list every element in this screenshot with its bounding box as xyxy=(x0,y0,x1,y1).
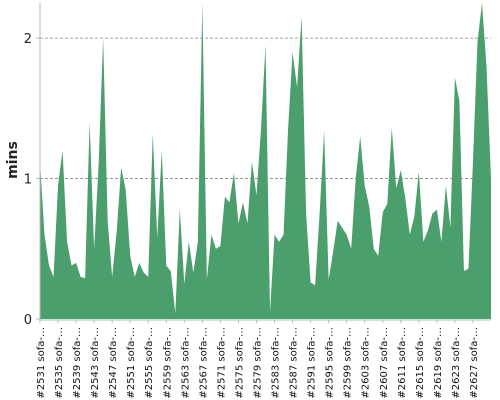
y-tick-label-1: 1 xyxy=(24,173,32,188)
axes xyxy=(36,3,491,323)
x-tick-label-10: #2571 sofa-… xyxy=(216,327,227,399)
x-tick-label-16: #2595 sofa-… xyxy=(325,327,336,399)
x-tick-label-15: #2591 sofa-… xyxy=(307,327,318,399)
x-tick-label-19: #2607 sofa-… xyxy=(379,327,390,399)
x-tick-label-12: #2579 sofa-… xyxy=(252,327,263,399)
x-tick-label-5: #2551 sofa-… xyxy=(126,327,137,399)
x-tick-label-4: #2547 sofa-… xyxy=(108,327,119,399)
x-tick-label-8: #2563 sofa-… xyxy=(180,327,191,399)
x-tick-label-1: #2535 sofa-… xyxy=(54,327,65,399)
x-tick-label-23: #2623 sofa-… xyxy=(451,327,462,399)
x-tick-label-2: #2539 sofa-… xyxy=(72,327,83,399)
x-tick-label-13: #2583 sofa-… xyxy=(271,327,282,399)
y-tick-label-0: 0 xyxy=(24,313,32,328)
x-tick-label-18: #2603 sofa-… xyxy=(361,327,372,399)
x-tick-label-14: #2587 sofa-… xyxy=(289,327,300,399)
x-tick-label-20: #2611 sofa-… xyxy=(397,327,408,399)
x-tick-label-24: #2627 sofa-… xyxy=(469,327,480,399)
y-axis-label: mins xyxy=(5,141,21,179)
x-tick-label-9: #2567 sofa-… xyxy=(198,327,209,399)
x-tick-label-17: #2599 sofa-… xyxy=(343,327,354,399)
series-area xyxy=(40,3,491,319)
x-tick-label-6: #2555 sofa-… xyxy=(144,327,155,399)
series-area-path xyxy=(40,3,491,319)
x-tick-label-11: #2575 sofa-… xyxy=(234,327,245,399)
x-tick-label-22: #2619 sofa-… xyxy=(433,327,444,399)
x-tick-label-7: #2559 sofa-… xyxy=(162,327,173,399)
y-tick-labels: 0 1 2 xyxy=(24,32,32,328)
x-tick-label-0: #2531 sofa-… xyxy=(36,327,47,399)
y-tick-label-2: 2 xyxy=(24,32,32,47)
x-tick-labels: #2531 sofa-… #2535 sofa-… #2539 sofa-… #254… xyxy=(36,327,480,399)
x-tick-label-21: #2615 sofa-… xyxy=(415,327,426,399)
x-tick-label-3: #2543 sofa-… xyxy=(90,327,101,399)
